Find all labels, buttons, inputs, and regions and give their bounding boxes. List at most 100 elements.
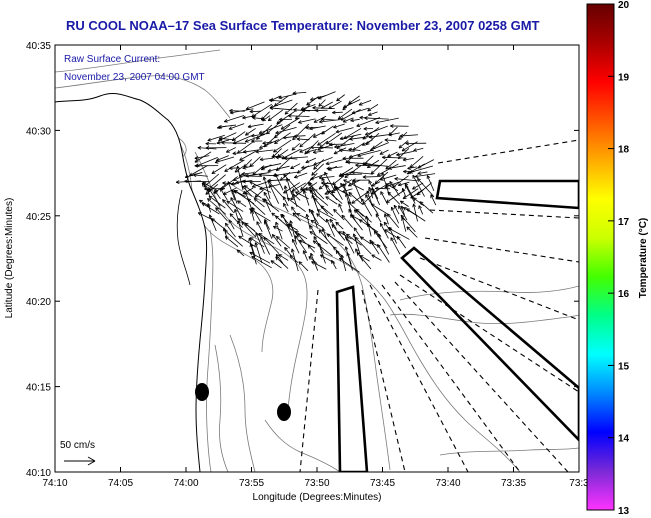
current-vector [370,158,388,175]
current-vector [360,236,372,245]
current-vector [375,117,399,125]
current-vector [255,149,274,154]
current-vector [350,118,360,123]
current-vector [318,99,326,107]
current-vector [247,123,264,129]
current-vector [249,109,261,114]
current-vector [309,224,317,237]
colorbar-tick-label: 18 [618,145,630,156]
current-vector [348,147,361,152]
current-vector [387,191,401,205]
current-vector [364,125,388,136]
coastline-inlet [176,189,191,286]
y-tick-label: 40:25 [26,212,51,223]
current-vector [289,254,299,263]
current-vector [226,200,244,212]
current-vector [247,198,266,215]
current-vector [275,236,291,249]
scale-label: 50 cm/s [60,440,95,451]
current-vector [352,178,370,183]
current-vector [234,165,245,173]
current-vector [311,163,325,176]
current-vector [405,141,427,146]
current-vector [261,163,282,169]
current-vector [386,213,400,229]
current-vector [346,160,371,165]
current-vector [334,142,355,149]
current-vector [208,214,217,232]
current-vector [348,149,373,159]
current-vector [320,205,334,217]
bathymetry-contour [399,285,579,301]
current-vector [267,109,284,122]
current-vector [215,207,228,222]
current-vector [401,217,407,232]
current-vector [238,235,257,248]
current-vector [384,138,397,142]
current-vector [241,221,257,238]
current-vector [413,147,424,152]
current-vector [362,127,380,140]
current-vector [358,99,372,106]
current-vector [227,181,236,201]
current-vector [224,222,236,238]
current-vector [329,218,337,230]
current-vector [363,126,374,131]
current-vector [401,187,407,197]
map-title: RU COOL NOAA–17 Sea Surface Temperature:… [66,18,540,33]
current-vector [353,227,362,239]
current-vector [349,135,373,141]
current-vector [326,233,344,246]
current-vector [281,213,293,237]
current-vector [400,214,416,233]
current-vector [305,213,311,230]
current-vector [184,179,210,184]
current-vector [224,115,245,123]
x-tick-label: 73:55 [239,478,264,489]
current-vector [249,208,271,222]
current-vector [332,175,345,186]
current-vector [296,137,310,141]
current-vector [224,159,245,172]
current-vector [376,163,399,176]
current-vector [331,259,337,270]
current-vector [291,238,300,254]
current-vector [228,219,235,230]
current-vector [417,159,434,169]
current-vector [311,261,327,270]
bathymetry-contour [227,181,391,471]
current-vector [231,131,246,142]
current-vector [343,179,365,191]
x-tick-label: 74:00 [173,478,198,489]
station-marker [195,383,209,401]
current-vector [284,247,292,256]
overlay-line-2: November 23, 2007 04:00 GMT [64,72,205,83]
current-vector [288,113,310,118]
current-vector [284,102,298,115]
current-vector [201,202,220,215]
current-vector [388,165,406,170]
current-vector [276,109,298,125]
station-marker [277,403,291,421]
current-vector [236,140,255,154]
current-vector [335,221,344,230]
current-vector [334,187,352,197]
current-vector [384,229,400,240]
current-vector [236,249,245,257]
current-vector [245,101,265,110]
current-vector [243,185,262,199]
current-vector [249,156,261,168]
y-tick-label: 40:10 [26,468,51,479]
current-vector [302,250,308,261]
current-vector [340,109,361,121]
colorbar-tick-label: 14 [618,434,630,445]
dredge-zone-east [435,179,579,210]
current-vector [409,156,424,168]
current-vector [419,201,434,214]
current-vector [275,256,289,269]
current-vector [354,236,372,255]
current-vector [313,115,327,123]
current-vector [294,235,308,254]
current-vector [251,256,272,269]
